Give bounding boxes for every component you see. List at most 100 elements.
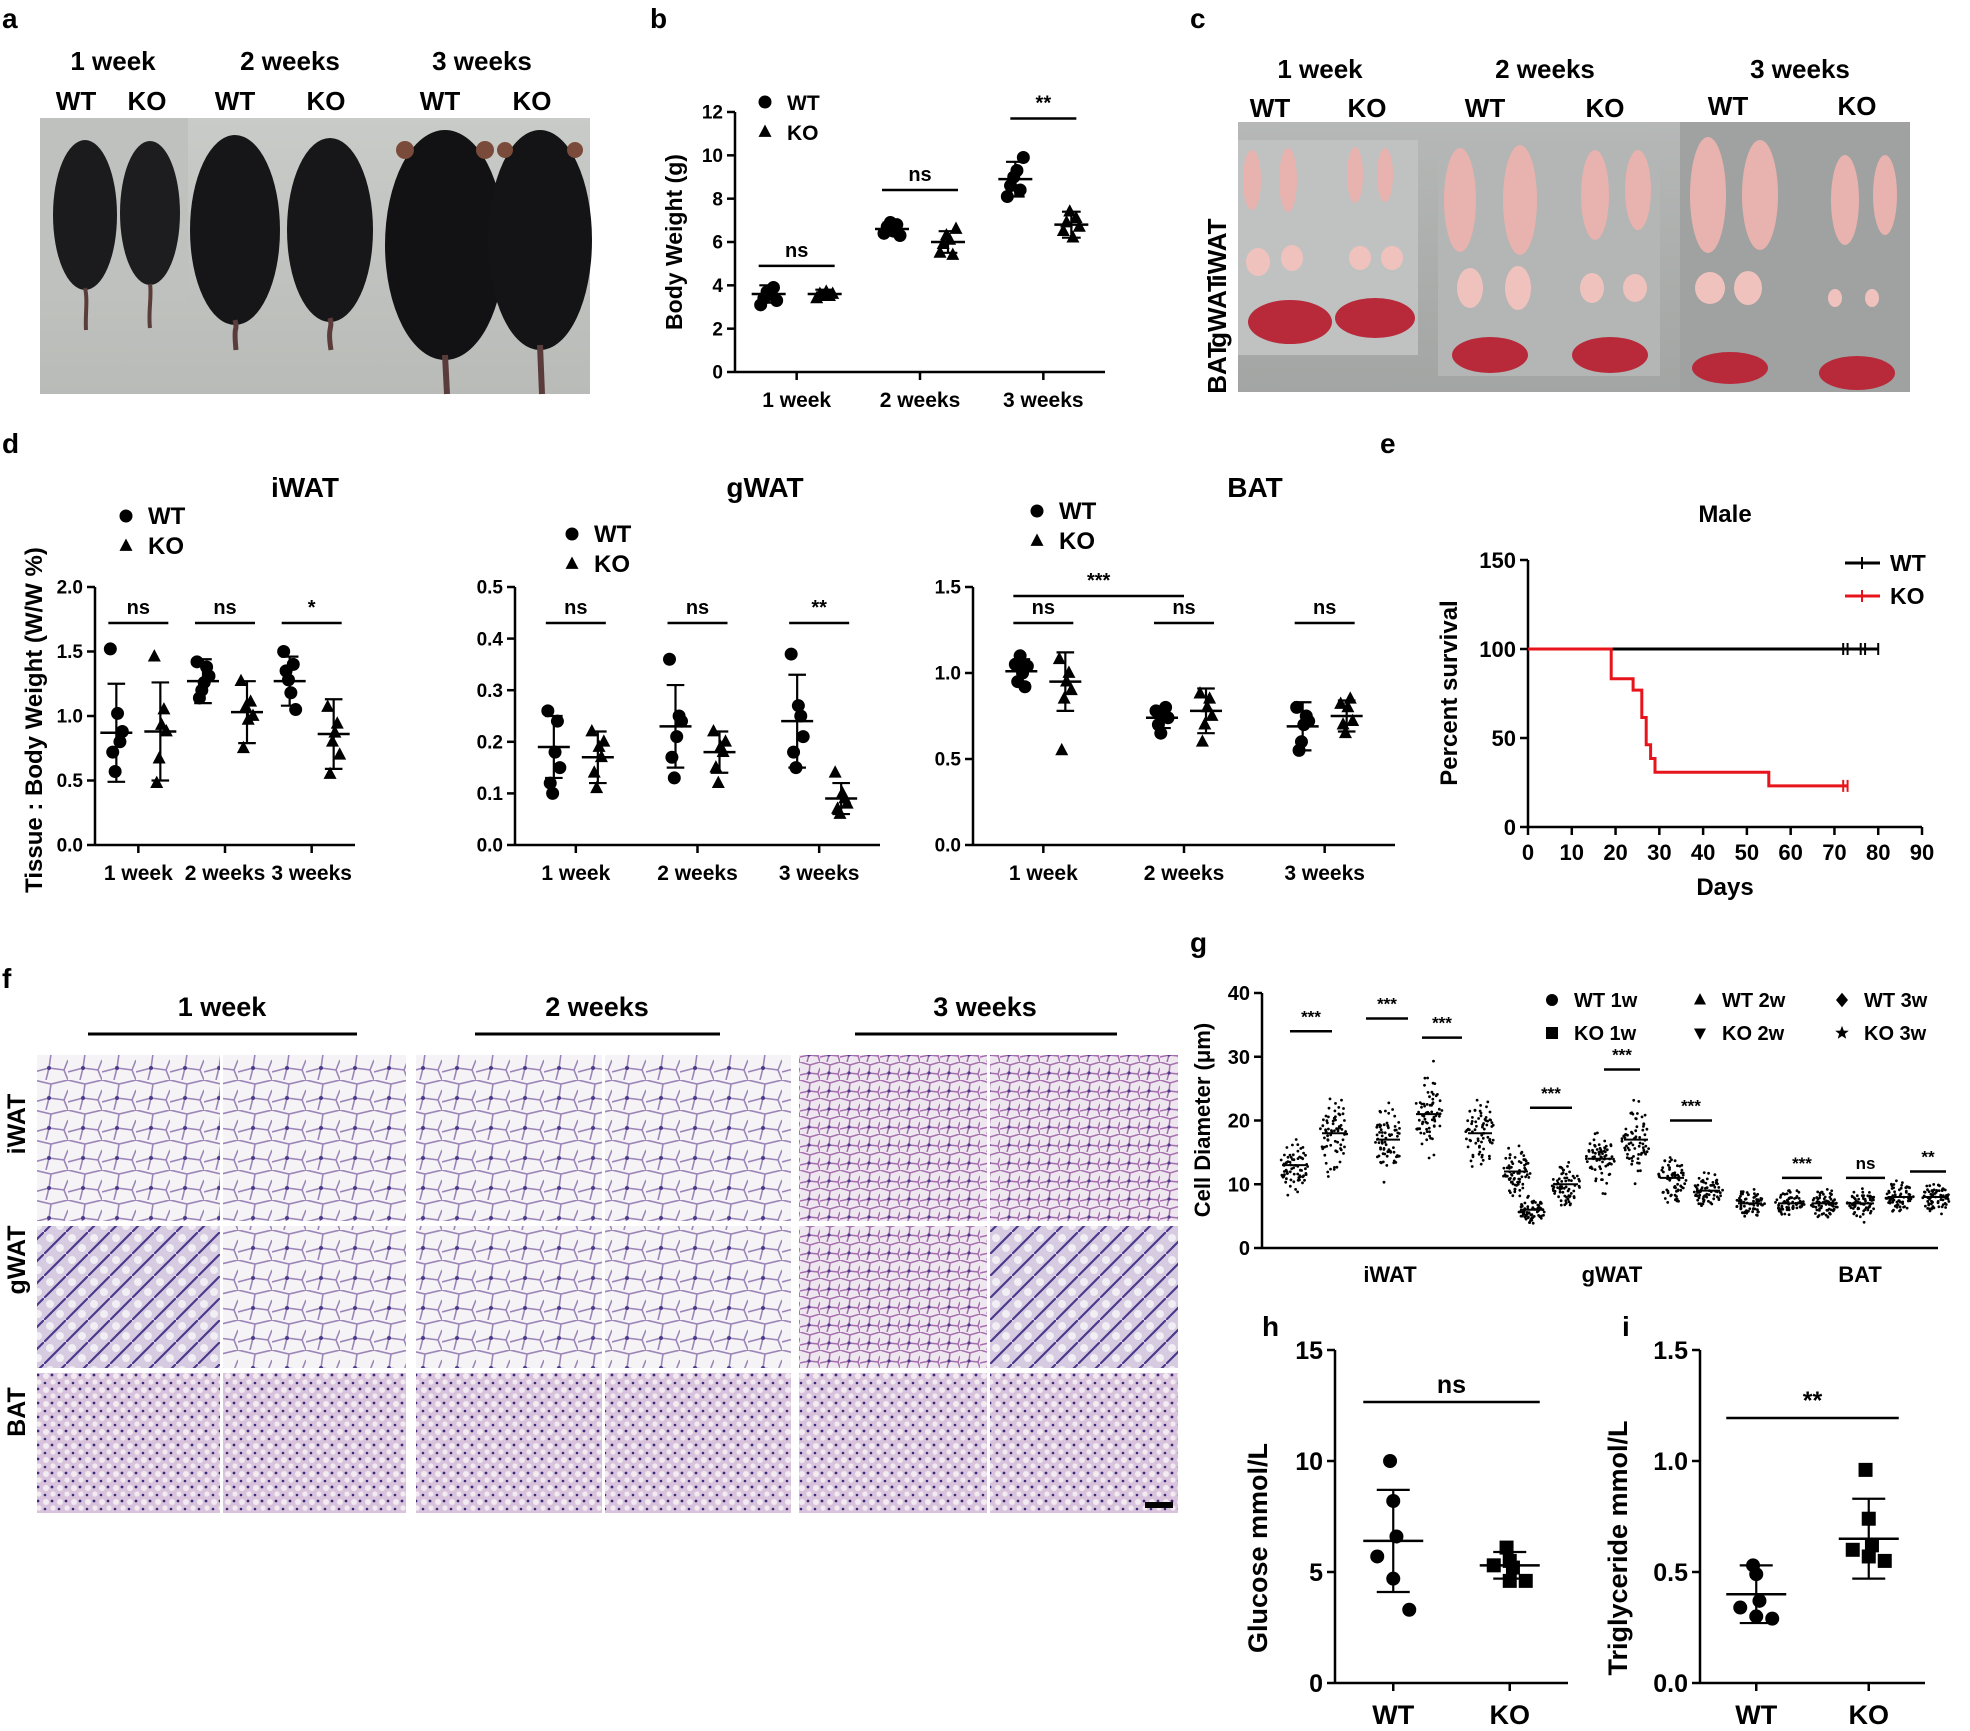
triglyceride-chart: 0.0 0.5 1.0 1.5 WT KO Triglyceride mmol/L **: [1603, 1337, 1925, 1730]
panel-c-group-1: 1 week: [1277, 54, 1363, 84]
cell-diameter-point-wt-2w: [1396, 1134, 1399, 1138]
cell-diameter-point-wt-1w: [1523, 1201, 1527, 1205]
cell-diameter-point-ko-3w: [1509, 1191, 1512, 1194]
cell-diameter-point-wt-2w: [1387, 1111, 1391, 1115]
cell-diameter-point-wt-3w: [1480, 1155, 1484, 1159]
cell-diameter-point-ko-2w: [1634, 1129, 1638, 1133]
cell-diameter-point-ko-3w: [1505, 1166, 1509, 1170]
cell-diameter-point-wt-3w: [1481, 1123, 1485, 1127]
cell-diameter-point-wt-2w: [1814, 1212, 1817, 1215]
cell-diameter-point-ko-2w: [1438, 1124, 1442, 1128]
cell-diameter-point-wt-3w: [1479, 1162, 1483, 1166]
panel-c-group-3: 3 weeks: [1750, 54, 1850, 84]
panel-f-group-2: 2 weeks: [545, 992, 649, 1022]
iwat-tissue-row: [1243, 137, 1897, 255]
cell-diameter-point-wt-2w: [1379, 1146, 1382, 1150]
bat-ratio-y-tick-label: 0.0: [935, 836, 961, 857]
iwat-ratio-ko-point: [150, 775, 164, 788]
iwat-ratio-x-tick-label: 2 weeks: [185, 862, 266, 885]
panel-c-ko-3: KO: [1838, 91, 1877, 121]
cell-diameter-point-ko-3w: [1699, 1202, 1703, 1206]
cell-diameter-point-wt-3w: [1663, 1197, 1667, 1200]
cell-diameter-point-ko-3w: [1710, 1202, 1714, 1206]
bat-ratio-3weeks-significance-label: ns: [1313, 597, 1336, 619]
glucose-wt-point: [1383, 1454, 1398, 1468]
panel-a-ko-3: KO: [513, 86, 552, 116]
histology-bat-wt-3w: [799, 1373, 987, 1513]
cell-diameter-point-ko-3w: [1692, 1190, 1696, 1194]
body-weight-y-tick-label: 0: [712, 363, 723, 384]
glucose-x-tick-label: KO: [1490, 1700, 1531, 1730]
cell-diameter-point-wt-3w: [1679, 1188, 1683, 1192]
panel-b: b 0 2 4 6 8 10 12 1 week 2 weeks 3 weeks Body Weig…: [650, 3, 1105, 412]
cell-diameter-point-ko-1w: [1331, 1119, 1335, 1123]
cell-diameter-point-wt-2w: [1822, 1192, 1825, 1196]
cell-diameter-point-ko-1w: [1566, 1189, 1570, 1193]
histology-gwat-ko-2w: [605, 1226, 791, 1368]
cell-diameter-point-ko-3w: [1508, 1156, 1512, 1160]
cell-diameter-point-ko-2w: [1417, 1118, 1421, 1122]
body-weight-chart: 0 2 4 6 8 10 12 1 week 2 weeks 3 weeks Body Weight…: [661, 92, 1105, 412]
gwat-ratio-wt-point: [546, 786, 560, 800]
histology-bat-ko-1w: [223, 1373, 406, 1513]
cell-diameter-point-wt-1w: [1298, 1155, 1301, 1159]
cell-diameter-point-wt-1w: [1286, 1193, 1290, 1197]
cell-diameter-point-wt-1w: [1284, 1180, 1288, 1184]
cell-diameter-point-wt-2w: [1393, 1125, 1397, 1128]
cell-diameter-point-ko-2w: [1424, 1120, 1428, 1124]
cell-diameter-point-ko-3w: [1508, 1153, 1512, 1157]
survival-x-tick-label: 80: [1866, 840, 1890, 865]
cell-diameter-point-wt-2w: [1585, 1157, 1588, 1161]
cell-diameter-point-ko-2w: [1630, 1156, 1634, 1160]
cell-diameter-point-ko-1w: [1567, 1200, 1571, 1204]
cell-diameter-point-ko-3w: [1932, 1183, 1936, 1186]
cell-diameter-point-wt-1w: [1299, 1168, 1302, 1172]
cell-diameter-point-wt-1w: [1529, 1213, 1533, 1217]
cell-diameter-point-wt-1w: [1301, 1181, 1304, 1185]
cell-diameter-point-ko-1w: [1326, 1121, 1329, 1125]
cell-diameter-point-ko-1w: [1775, 1198, 1779, 1202]
cell-diameter-point-wt-3w: [1666, 1174, 1670, 1178]
cell-diameter-point-ko-1w: [1568, 1194, 1572, 1198]
cell-diameter-point-wt-3w: [1669, 1194, 1673, 1198]
cell-diameter-point-wt-1w: [1741, 1192, 1744, 1196]
cell-diameter-point-wt-2w: [1384, 1109, 1387, 1113]
body-weight-y-tick-label: 10: [702, 146, 723, 167]
cell-diameter-point-wt-2w: [1830, 1203, 1834, 1207]
cell-diameter-point-wt-2w: [1587, 1150, 1591, 1153]
cell-diameter-point-ko-2w: [1631, 1143, 1635, 1147]
cell-diameter-point-ko-1w: [1564, 1172, 1568, 1176]
iwat-ratio-legend-marker-wt: [119, 509, 133, 523]
cell-diameter-point-wt-1w: [1756, 1204, 1760, 1207]
cell-diameter-point-ko-3w: [1511, 1194, 1515, 1198]
bat-ratio-ko-point: [1195, 734, 1209, 747]
panel-g-letter: g: [1190, 927, 1207, 958]
cell-diameter-point-ko-2w: [1624, 1127, 1628, 1131]
cell-diameter-point-ko-3w: [1705, 1177, 1709, 1181]
cell-diameter-point-ko-3w: [1927, 1203, 1931, 1207]
cell-diameter-point-ko-1w: [1551, 1178, 1555, 1181]
cell-diameter-point-ko-1w: [1336, 1129, 1340, 1133]
cell-diameter-point-wt-1w: [1542, 1213, 1545, 1217]
cell-diameter-point-wt-1w: [1291, 1158, 1294, 1161]
cell-diameter-point-ko-1w: [1559, 1199, 1563, 1203]
cell-diameter-point-wt-1w: [1751, 1210, 1754, 1214]
cell-diameter-point-ko-2w: [1636, 1169, 1640, 1173]
cell-diameter-point-ko-2w: [1428, 1134, 1431, 1138]
cell-diameter-point-wt-2w: [1390, 1133, 1393, 1136]
gwat-ratio-wt-point: [543, 776, 557, 790]
cell-diameter-point-wt-3w: [1899, 1208, 1902, 1212]
cell-diameter-point-wt-2w: [1387, 1101, 1391, 1105]
iwat-ratio-wt-point: [277, 645, 291, 658]
survival-x-tick-label: 90: [1910, 840, 1934, 865]
cell-diameter-point-ko-1w: [1339, 1143, 1343, 1147]
cell-diameter-point-ko-3w: [1524, 1175, 1527, 1179]
cell-diameter-point-wt-1w: [1753, 1207, 1757, 1211]
cell-diameter-point-wt-2w: [1398, 1127, 1401, 1130]
cell-diameter-x-tick-label: gWAT: [1582, 1262, 1643, 1287]
tissue-body-weight-ylabel: Tissue : Body Weight (W/W %): [21, 547, 48, 893]
histology-iwat-wt-1w: [37, 1055, 220, 1221]
cell-diameter-y-tick-label: 0: [1239, 1238, 1250, 1260]
cell-diameter-point-wt-3w: [1477, 1152, 1481, 1156]
cell-diameter-point-wt-2w: [1818, 1194, 1822, 1197]
